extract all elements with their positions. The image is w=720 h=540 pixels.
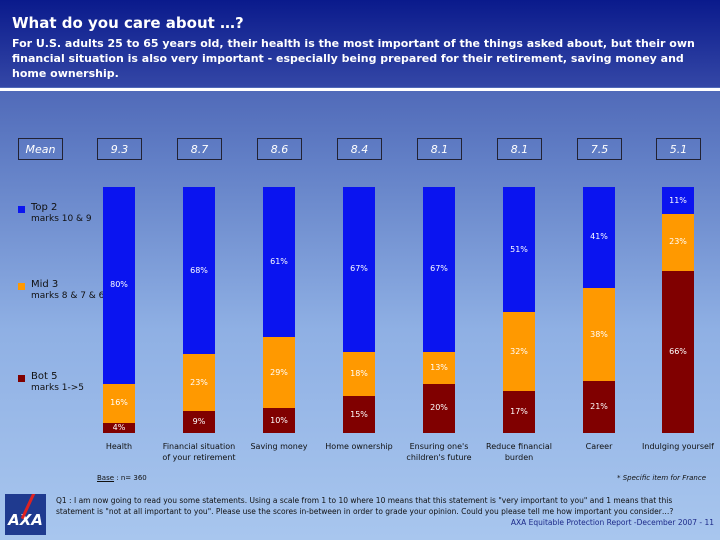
mean-value: 7.5 (577, 138, 622, 160)
data-label: 21% (590, 402, 608, 412)
legend-name: Mid 3 (31, 279, 59, 290)
base-value: : n= 360 (116, 474, 147, 482)
data-label: 32% (510, 346, 528, 356)
bar-segment-mid3 (343, 351, 375, 397)
data-label: 61% (270, 257, 288, 267)
mean-value: 8.4 (337, 138, 382, 160)
legend-swatch (18, 375, 25, 382)
legend-swatch (18, 283, 25, 290)
bar-segment-mid3 (423, 351, 455, 384)
category-label: Ensuring one's children's future (406, 442, 472, 462)
legend-swatch (18, 206, 25, 213)
bar-segment-bot5 (583, 381, 615, 433)
header: What do you care about …? For U.S. adult… (0, 0, 720, 87)
data-label: 29% (270, 367, 288, 377)
legend-desc: marks 8 & 7 & 6 (31, 291, 105, 301)
base-label: Base (97, 474, 115, 482)
category-label: Saving money (250, 442, 308, 451)
data-label: 38% (590, 329, 608, 339)
mean-value: 9.3 (97, 138, 142, 160)
data-label: 67% (430, 264, 448, 274)
category-label: Career (585, 442, 613, 451)
bar-segment-bot5 (103, 423, 135, 433)
data-label: 17% (510, 407, 528, 417)
data-label: 66% (669, 346, 687, 356)
base-note: Base : n= 360 (97, 474, 147, 482)
mean-value: 8.6 (257, 138, 302, 160)
bar-segment-mid3 (662, 214, 694, 271)
data-label: 41% (590, 232, 608, 242)
bar-segment-top2 (263, 187, 295, 338)
mean-value: 8.1 (417, 138, 462, 160)
data-label: 10% (270, 415, 288, 425)
bar-segment-top2 (183, 187, 215, 355)
bar-segment-bot5 (183, 410, 215, 433)
category-label: Financial situation of your retirement (162, 442, 236, 462)
divider (0, 88, 720, 91)
data-label: 15% (350, 409, 368, 419)
bar-segment-mid3 (183, 354, 215, 411)
bar-segment-top2 (103, 187, 135, 384)
specific-note: * Specific item for France (617, 474, 706, 482)
data-label: 20% (430, 403, 448, 413)
mean-label: Mean (18, 138, 63, 160)
bar-segment-bot5 (662, 270, 694, 433)
bar-segment-bot5 (263, 408, 295, 433)
data-label: 16% (110, 398, 128, 408)
bar-segment-bot5 (423, 383, 455, 433)
mean-value: 5.1 (656, 138, 701, 160)
bar-segment-top2 (503, 187, 535, 313)
data-label: 67% (350, 264, 368, 274)
category-label: Health (105, 442, 133, 451)
legend-desc: marks 10 & 9 (31, 214, 92, 224)
bar-segment-bot5 (343, 396, 375, 433)
data-label: 9% (192, 416, 206, 426)
category-label: Home ownership (325, 442, 393, 451)
data-label: 4% (112, 423, 126, 433)
bar-segment-top2 (662, 187, 694, 215)
category-label: Reduce financial burden (486, 442, 552, 462)
legend-desc: marks 1->5 (31, 383, 84, 393)
question-text: Q1 : I am now going to read you some sta… (56, 496, 674, 516)
bar-segment-top2 (343, 187, 375, 352)
data-label: 68% (190, 265, 208, 275)
data-label: 11% (669, 195, 687, 205)
data-label: 51% (510, 244, 528, 254)
category-label: Indulging yourself (642, 442, 714, 451)
bar-segment-top2 (583, 187, 615, 288)
source-text: AXA Equitable Protection Report -Decembe… (510, 518, 714, 527)
mean-value: 8.7 (177, 138, 222, 160)
bar-segment-mid3 (503, 312, 535, 392)
bar-segment-mid3 (583, 287, 615, 382)
axa-logo: AXA (5, 494, 46, 535)
bar-segment-top2 (423, 187, 455, 352)
data-label: 13% (430, 362, 448, 372)
bar-segment-mid3 (103, 383, 135, 424)
data-label: 80% (110, 280, 128, 290)
legend-name: Top 2 (31, 202, 58, 213)
legend-name: Bot 5 (31, 371, 58, 382)
data-label: 23% (669, 237, 687, 247)
mean-value: 8.1 (497, 138, 542, 160)
slide-subtitle: For U.S. adults 25 to 65 years old, thei… (12, 37, 695, 80)
bar-segment-mid3 (263, 337, 295, 409)
slide-title: What do you care about …? (12, 14, 244, 32)
data-label: 23% (190, 377, 208, 387)
data-label: 18% (350, 368, 368, 378)
bar-segment-bot5 (503, 391, 535, 433)
